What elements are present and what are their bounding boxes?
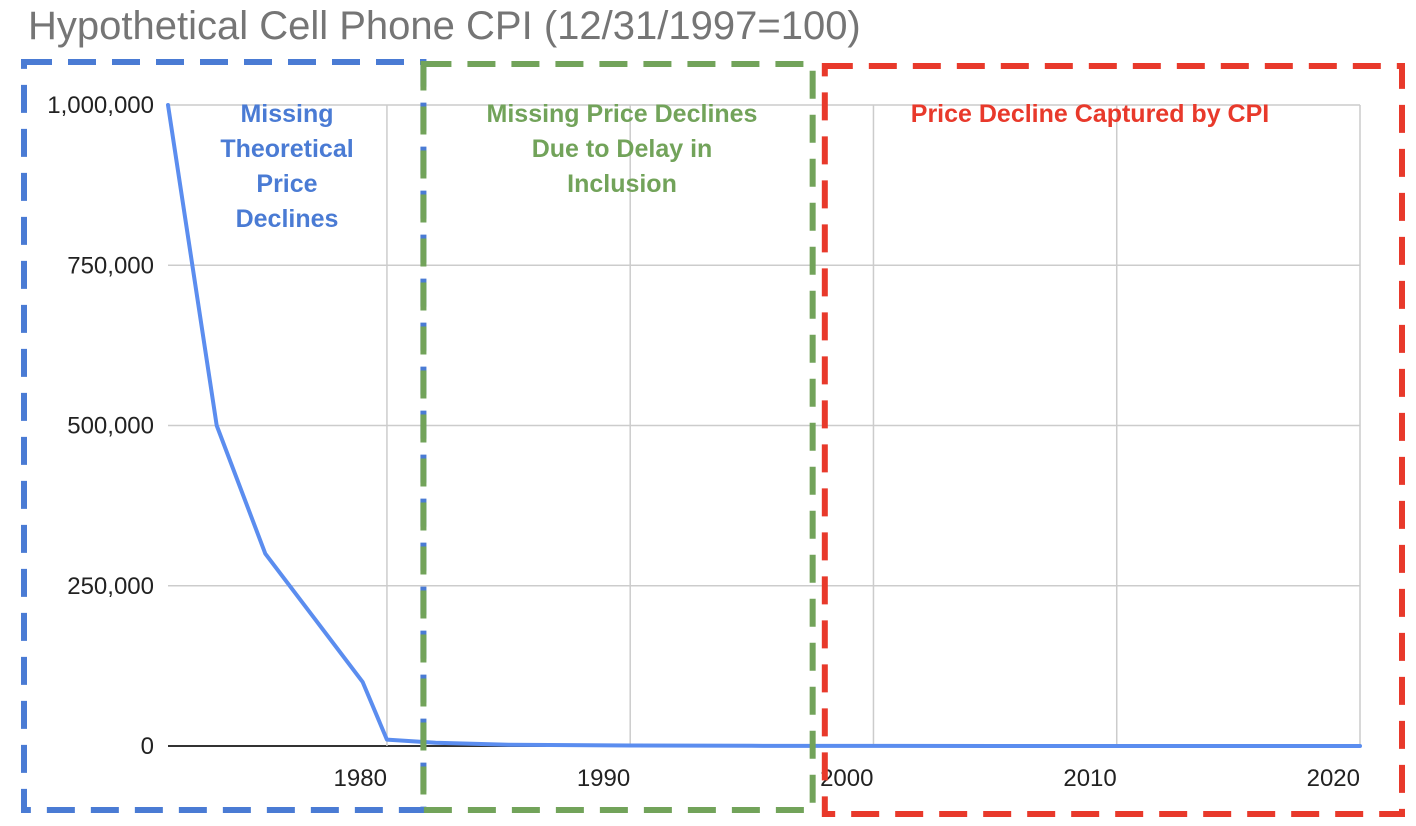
x-tick-label: 1990: [577, 765, 630, 792]
annotation-labels: Missing Theoretical Price Declines Missing P…: [220, 100, 1269, 233]
annotation-label: Price Decline Captured by CPI: [911, 100, 1269, 128]
y-tick-label: 250,000: [67, 573, 154, 600]
y-tick-label: 1,000,000: [47, 92, 154, 119]
annotation-box: [821, 63, 1405, 817]
gridlines: [168, 104, 1361, 747]
x-tick-label: 2020: [1307, 765, 1360, 792]
annotation-box: [420, 61, 816, 813]
x-tick-label: 1980: [334, 765, 387, 792]
series-layer: [166, 103, 1362, 748]
y-tick-label: 500,000: [67, 413, 154, 440]
annotation-boxes: [21, 59, 1405, 817]
y-tick-label: 0: [141, 733, 154, 760]
annotation-label: Missing Price Declines Due to Delay in Inc…: [487, 100, 758, 198]
x-tick-label: 2000: [820, 765, 873, 792]
tick-labels: 0 250,000 500,000 750,000 1,000,000 1980 1990 2…: [47, 92, 1360, 792]
chart-title: Hypothetical Cell Phone CPI (12/31/1997=…: [28, 4, 861, 48]
annotation-label: Missing Theoretical Price Declines: [220, 100, 353, 233]
y-tick-label: 750,000: [67, 252, 154, 279]
x-tick-label: 2010: [1063, 765, 1116, 792]
series-line: [166, 103, 1362, 748]
